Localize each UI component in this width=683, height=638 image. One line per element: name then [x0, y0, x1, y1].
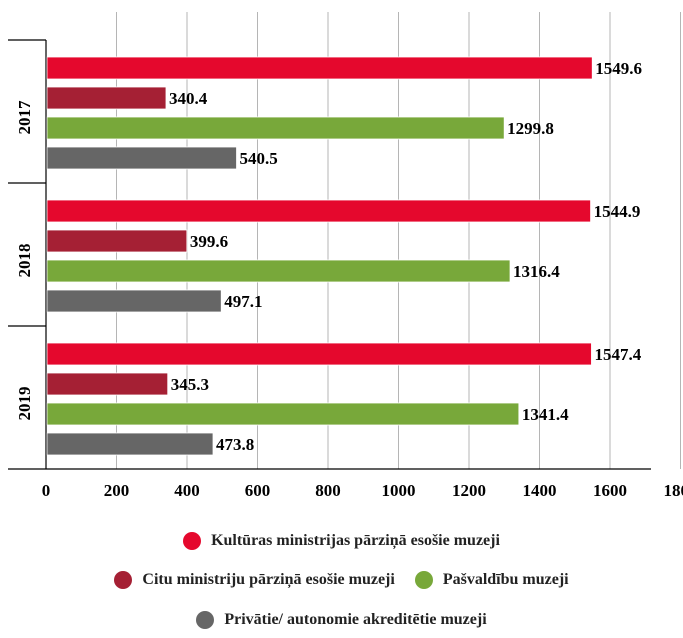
bar-2019-series-2: [46, 402, 520, 426]
bar-2017-series-1: [46, 86, 167, 110]
tick-label-1400: 1400: [523, 481, 557, 500]
legend-item-kulturas: Kultūras ministrijas pārziņā esošie muze…: [183, 532, 500, 550]
bar-chart: 2017 1549.6 340.4 1299.8 540.5 2018 1544.9 399.…: [8, 12, 683, 500]
category-label-2017: 2017: [15, 100, 34, 135]
tick-label-1200: 1200: [452, 481, 486, 500]
legend-swatch-pasvaldibu: [414, 571, 433, 589]
category-label-2018: 2018: [15, 244, 34, 278]
tick-label-1000: 1000: [382, 481, 416, 500]
data-label-2017-series-3: 540.5: [240, 149, 278, 168]
tick-label-600: 600: [245, 481, 271, 500]
data-label-2018-series-1: 399.6: [190, 232, 228, 251]
bar-2018-series-2: [46, 259, 511, 283]
bar-2019-series-0: [46, 342, 592, 366]
tick-label-200: 200: [104, 481, 130, 500]
data-label-2018-series-2: 1316.4: [513, 262, 560, 281]
category-label-2019: 2019: [15, 387, 34, 421]
data-label-2019-series-0: 1547.4: [594, 345, 641, 364]
tick-label-1600: 1600: [593, 481, 627, 500]
legend-swatch-citu: [114, 571, 133, 589]
legend-item-privatie: Privātie/ autonomie akreditētie muzeji: [196, 611, 487, 629]
legend-label-citu: Citu ministriju pārziņā esošie muzeji: [142, 571, 395, 588]
bar-2017-series-3: [46, 146, 237, 170]
data-label-2017-series-1: 340.4: [169, 89, 208, 108]
tick-label-1800: 1800: [664, 481, 683, 500]
bar-2018-series-3: [46, 289, 222, 313]
legend-swatch-privatie: [196, 611, 215, 629]
bar-2018-series-1: [46, 229, 188, 253]
bar-2018-series-0: [46, 199, 591, 223]
bar-2017-series-0: [46, 56, 593, 80]
data-label-2017-series-2: 1299.8: [507, 119, 554, 138]
data-label-2019-series-2: 1341.4: [522, 405, 569, 424]
tick-label-800: 800: [315, 481, 341, 500]
legend-swatch-kulturas: [183, 532, 202, 550]
data-label-2017-series-0: 1549.6: [595, 59, 642, 78]
bar-2017-series-2: [46, 116, 505, 140]
legend-item-citu: Citu ministriju pārziņā esošie muzeji: [114, 571, 395, 589]
tick-label-400: 400: [174, 481, 200, 500]
legend-label-privatie: Privātie/ autonomie akreditētie muzeji: [224, 611, 487, 628]
data-label-2018-series-3: 497.1: [224, 292, 262, 311]
bar-2019-series-1: [46, 372, 169, 396]
legend-label-kulturas: Kultūras ministrijas pārziņā esošie muze…: [211, 532, 500, 549]
tick-label-0: 0: [42, 481, 51, 500]
data-label-2018-series-0: 1544.9: [594, 202, 641, 221]
legend-item-pasvaldibu: Pašvaldību muzeji: [414, 571, 569, 589]
data-label-2019-series-3: 473.8: [216, 435, 254, 454]
data-label-2019-series-1: 345.3: [171, 375, 209, 394]
legend-label-pasvaldibu: Pašvaldību muzeji: [442, 571, 569, 588]
bar-2019-series-3: [46, 432, 214, 456]
